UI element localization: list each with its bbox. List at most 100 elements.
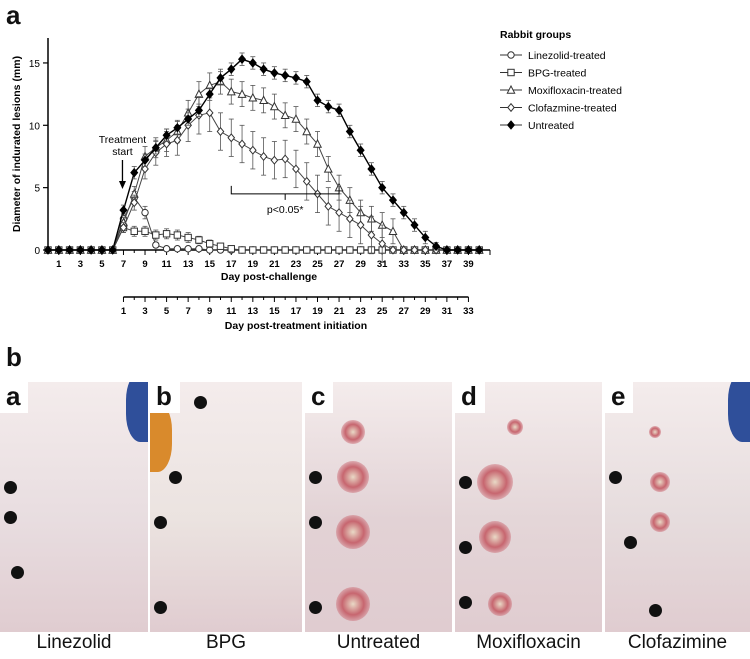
data-point (464, 245, 473, 255)
data-point (313, 246, 322, 254)
treatment-annotation-line1: Treatment (99, 134, 147, 146)
x-axis-label: Day post-challenge (221, 271, 317, 283)
x2-tick-label: 11 (226, 306, 237, 317)
data-point (226, 86, 236, 96)
x2-tick-label: 21 (334, 306, 345, 317)
data-point (152, 231, 160, 239)
legend-marker (506, 84, 516, 94)
ink-mark (309, 471, 322, 484)
data-point (269, 101, 279, 111)
data-point (141, 164, 149, 174)
x-tick-label: 3 (78, 259, 83, 270)
data-point (237, 89, 247, 98)
data-point (302, 76, 311, 87)
ink-mark (194, 396, 207, 409)
ink-mark (4, 481, 17, 494)
data-point (280, 110, 290, 120)
x-tick-label: 19 (248, 259, 259, 270)
x2-tick-label: 33 (463, 306, 474, 317)
data-point (152, 241, 160, 249)
x2-tick-label: 7 (185, 306, 190, 317)
lesion-spot (650, 472, 670, 492)
data-point (54, 245, 63, 255)
x-tick-label: 25 (312, 259, 323, 270)
x2-tick-label: 23 (355, 306, 366, 317)
data-point (162, 245, 171, 253)
data-point (248, 92, 258, 102)
data-point (173, 245, 182, 253)
data-point (345, 214, 354, 224)
photo-letter-c: c (305, 382, 334, 413)
data-point (302, 176, 311, 186)
legend-marker (506, 120, 516, 130)
legend-title: Rabbit groups (500, 29, 571, 41)
data-point (238, 139, 246, 149)
lesion-spot (337, 461, 369, 493)
data-point (194, 105, 203, 116)
data-point (173, 123, 182, 133)
x-tick-label: 33 (398, 259, 409, 270)
y-tick-label: 10 (29, 121, 41, 132)
data-point (249, 246, 257, 254)
data-point (378, 182, 387, 193)
x2-tick-label: 19 (312, 306, 323, 317)
ink-mark (649, 604, 662, 617)
ink-mark (309, 601, 322, 614)
data-point (367, 164, 376, 174)
lesion-spot (341, 420, 365, 444)
lesion-spot (336, 587, 370, 621)
data-point (173, 135, 182, 145)
ink-mark (4, 511, 17, 524)
data-point (389, 245, 397, 255)
x-tick-label: 35 (420, 259, 431, 270)
x-tick-label: 21 (269, 259, 280, 270)
x-tick-label: 5 (99, 259, 105, 270)
data-point (65, 245, 74, 255)
y-tick-label: 0 (34, 246, 40, 257)
data-point (432, 241, 441, 252)
ink-mark (154, 601, 167, 614)
rabbit-photo-a: a (0, 382, 148, 632)
x2-tick-label: 27 (398, 306, 409, 317)
data-point (205, 108, 214, 118)
data-point (356, 220, 365, 230)
data-point (237, 54, 247, 64)
data-point (475, 245, 484, 255)
data-point (346, 246, 354, 254)
data-point (259, 95, 269, 105)
data-point (324, 201, 333, 211)
data-point (130, 167, 139, 178)
data-point (421, 232, 430, 243)
legend-marker (507, 68, 515, 77)
data-point (205, 89, 214, 99)
photo-caption-d: Moxifloxacin (476, 632, 581, 653)
x2-tick-label: 15 (269, 306, 280, 317)
legend-marker (507, 102, 515, 113)
data-point (291, 113, 301, 123)
x-tick-label: 11 (162, 259, 173, 270)
data-point (76, 245, 85, 255)
x-tick-label: 9 (142, 259, 147, 270)
legend-entry: Linezolid-treated (528, 50, 606, 62)
data-point (399, 207, 408, 218)
data-point (162, 139, 171, 149)
data-point (119, 205, 128, 215)
data-point (399, 245, 408, 255)
treatment-arrow-head (118, 181, 126, 189)
data-point (162, 230, 171, 238)
lesion-spot (507, 419, 523, 435)
data-point (356, 145, 365, 156)
data-point (248, 145, 257, 155)
data-point (195, 245, 203, 253)
lesion-spot (336, 515, 370, 549)
rabbit-photo-c: c (305, 382, 452, 632)
legend-entry: Moxifloxacin-treated (528, 85, 622, 97)
data-point (43, 245, 53, 255)
ink-mark (11, 566, 24, 579)
data-point (151, 142, 160, 153)
x2-tick-label: 1 (121, 306, 127, 317)
ink-mark (459, 476, 472, 489)
significance-bracket (230, 185, 340, 195)
data-point (162, 130, 171, 141)
